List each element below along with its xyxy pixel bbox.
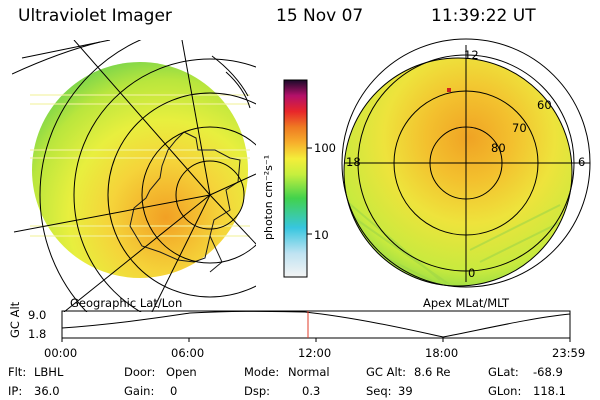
latitude-grid <box>39 40 256 312</box>
mlat-label-60: 60 <box>537 98 552 112</box>
altitude-xtick-0000: 00:00 <box>44 346 78 360</box>
left-panel-caption: Geographic Lat/Lon <box>70 296 183 310</box>
uv-image-left <box>32 62 248 278</box>
altitude-xtick-2359: 23:59 <box>552 346 586 360</box>
mlat-label-80: 80 <box>491 141 506 155</box>
mlt-lines <box>344 45 590 282</box>
mode-label: Mode: <box>244 365 280 379</box>
imager-title: Ultraviolet Imager <box>18 6 172 26</box>
mlt-label-0: 0 <box>468 266 476 280</box>
gcalt-value: 8.6 Re <box>414 365 451 379</box>
altitude-plot <box>61 310 571 342</box>
flt-value: LBHL <box>34 365 64 379</box>
glon-value: 118.1 <box>533 384 566 398</box>
altitude-ytick-max: 9.0 <box>28 308 47 322</box>
mlat-mlt-panel <box>341 38 591 288</box>
bright-spot <box>447 88 451 92</box>
ip-value: 36.0 <box>34 384 60 398</box>
mlt-label-6: 6 <box>578 155 586 169</box>
ip-label: IP: <box>8 384 23 398</box>
flt-label: Flt: <box>8 365 27 379</box>
altitude-ylabel: GC Alt <box>8 301 22 338</box>
seq-value: 39 <box>398 384 413 398</box>
door-label: Door: <box>124 365 156 379</box>
altitude-xtick-1800: 18:00 <box>425 346 459 360</box>
altitude-xtick-1200: 12:00 <box>298 346 332 360</box>
glat-value: -68.9 <box>533 365 563 379</box>
dsp-label: Dsp: <box>244 384 271 398</box>
gain-label: Gain: <box>124 384 155 398</box>
time-label: 11:39:22 UT <box>431 6 536 26</box>
mlt-label-12: 12 <box>464 48 479 62</box>
altitude-xtick-0600: 06:00 <box>171 346 205 360</box>
mlt-label-18: 18 <box>346 155 361 169</box>
gain-value: 0 <box>170 384 178 398</box>
colorbar-tick-10: 10 <box>314 228 329 242</box>
date-label: 15 Nov 07 <box>276 6 364 26</box>
glon-label: GLon: <box>488 384 522 398</box>
dsp-value: 0.3 <box>302 384 321 398</box>
gcalt-label: GC Alt: <box>366 365 407 379</box>
right-panel-caption: Apex MLat/MLT <box>423 296 510 310</box>
colorbar-axis-label: photon cm⁻²s⁻¹ <box>262 154 275 240</box>
uv-image-right <box>344 58 572 286</box>
seq-label: Seq: <box>366 384 392 398</box>
longitude-grid <box>13 40 256 312</box>
door-value: Open <box>166 365 197 379</box>
continent-outline <box>129 131 241 263</box>
altitude-ytick-min: 1.8 <box>28 327 47 341</box>
colorbar-tick-100: 100 <box>314 141 336 155</box>
glat-label: GLat: <box>488 365 519 379</box>
mlat-label-70: 70 <box>512 121 527 135</box>
colorbar <box>283 79 308 278</box>
geographic-panel <box>12 40 256 312</box>
mode-value: Normal <box>288 365 330 379</box>
altitude-curve <box>61 310 571 338</box>
